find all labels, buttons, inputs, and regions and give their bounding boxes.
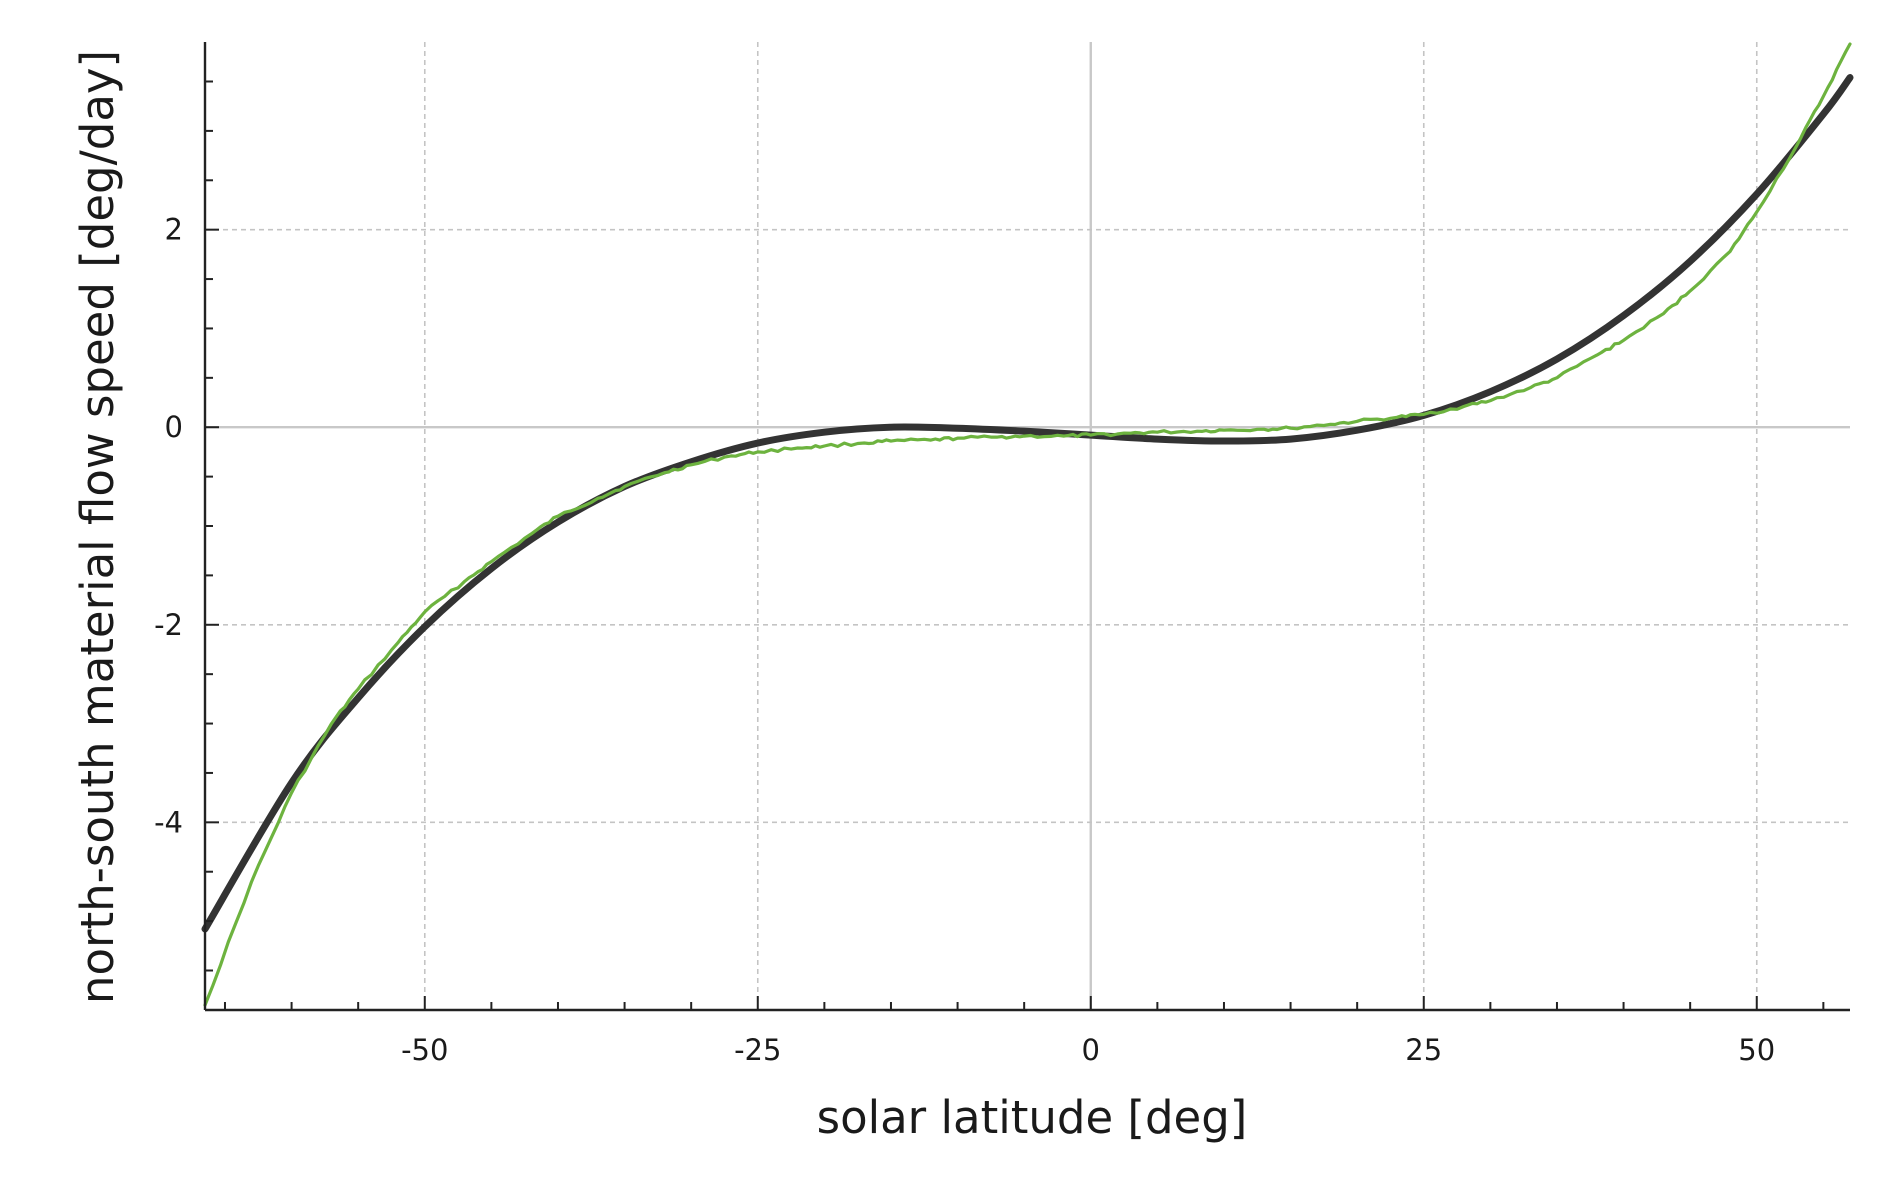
series-layer [201, 42, 1854, 1007]
tick-layer: -50 -25 0 25 50 -4 -2 0 2 [154, 80, 1825, 1067]
x-tick-label: 25 [1405, 1033, 1442, 1067]
x-axis-title: solar latitude [deg] [817, 1091, 1248, 1144]
y-tick-label: 0 [165, 410, 183, 444]
y-tick-label: -4 [154, 805, 183, 839]
fit-curve-line [201, 74, 1854, 933]
x-tick-label: 0 [1082, 1033, 1100, 1067]
x-tick-label: -25 [734, 1033, 781, 1067]
grid-layer [205, 42, 1850, 1010]
y-tick-label: 2 [165, 213, 183, 247]
y-tick-label: -2 [154, 608, 183, 642]
axes-layer [203, 42, 1850, 1012]
y-axis-title: north-south material flow speed [deg/day… [71, 50, 124, 1004]
x-tick-label: -50 [401, 1033, 448, 1067]
x-tick-label: 50 [1738, 1033, 1775, 1067]
measured-flow-line [203, 42, 1852, 1007]
